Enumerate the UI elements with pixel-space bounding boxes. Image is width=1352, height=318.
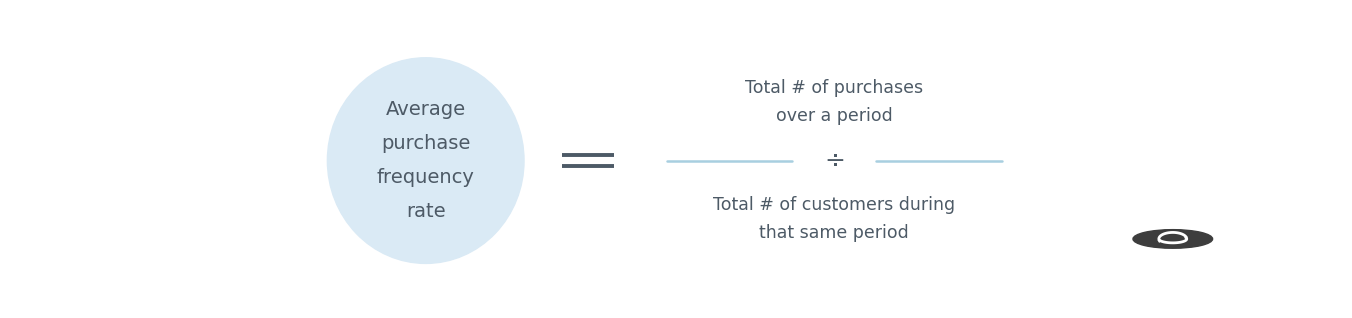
Text: Total # of customers during
that same period: Total # of customers during that same pe… [714, 197, 956, 242]
Ellipse shape [327, 58, 525, 263]
Text: ÷: ÷ [823, 149, 845, 173]
Text: Total # of purchases
over a period: Total # of purchases over a period [745, 79, 923, 125]
Circle shape [1133, 230, 1213, 248]
Text: Average
purchase
frequency
rate: Average purchase frequency rate [377, 100, 475, 221]
